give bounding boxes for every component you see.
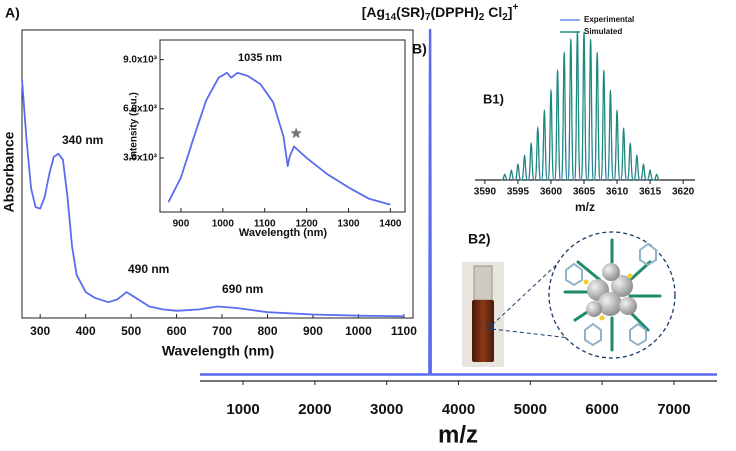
x-tick-label: 1200 bbox=[295, 219, 318, 230]
x-tick-label: 300 bbox=[30, 324, 50, 338]
legend-label: Simulated bbox=[584, 27, 622, 36]
isotope-peak bbox=[580, 31, 588, 181]
isotope-peak bbox=[527, 142, 535, 181]
isotope-peak bbox=[567, 38, 574, 181]
title-part: 14 bbox=[385, 12, 397, 23]
annotation: 490 nm bbox=[128, 262, 169, 276]
isotope-peak bbox=[521, 154, 528, 181]
star-marker bbox=[290, 127, 302, 139]
y-tick-label: 6.0x10³ bbox=[123, 103, 158, 114]
x-tick-label: 400 bbox=[76, 324, 96, 338]
x-tick-label: 3590 bbox=[474, 187, 497, 198]
x-tick-label: 3600 bbox=[540, 187, 563, 198]
isotope-peak bbox=[560, 51, 568, 181]
isotope-peak bbox=[600, 69, 608, 181]
x-tick-label: 800 bbox=[257, 324, 277, 338]
title-part: Cl bbox=[484, 4, 502, 20]
isotope-peak bbox=[587, 38, 594, 181]
plot-frame bbox=[159, 39, 406, 213]
isotope-peak bbox=[514, 163, 522, 181]
annotation: 690 nm bbox=[222, 282, 263, 296]
x-tick-label: 4000 bbox=[442, 401, 475, 418]
x-tick-label: 3620 bbox=[672, 187, 695, 198]
panel-label: B1) bbox=[483, 91, 504, 106]
x-tick-label: 1000 bbox=[345, 324, 372, 338]
isotope-peak bbox=[594, 51, 601, 181]
x-tick-label: 900 bbox=[303, 324, 323, 338]
isotope-peak bbox=[508, 169, 515, 181]
plot-frame bbox=[21, 29, 414, 319]
isotope-peak bbox=[627, 142, 634, 181]
x-tick-label: 1300 bbox=[337, 219, 360, 230]
x-tick-label: 3615 bbox=[639, 187, 662, 198]
isotope-peak bbox=[607, 89, 614, 181]
x-axis-label: m/z bbox=[575, 200, 595, 214]
title-part: 7 bbox=[425, 12, 431, 23]
isotope-peak bbox=[640, 163, 647, 181]
panel-label: A) bbox=[5, 5, 20, 21]
x-tick-label: 1400 bbox=[379, 219, 402, 230]
isotope-peak bbox=[620, 127, 627, 181]
title-part: (SR) bbox=[396, 4, 425, 20]
cluster-structure bbox=[548, 231, 676, 359]
x-axis-label: Wavelength (nm) bbox=[162, 343, 274, 359]
y-tick-label: 3.0x10³ bbox=[123, 153, 158, 164]
vial-photo bbox=[462, 251, 571, 367]
isotope-peak bbox=[613, 109, 621, 181]
annotation: 340 nm bbox=[62, 133, 103, 147]
y-axis-label: Absorbance bbox=[1, 131, 17, 212]
data-line bbox=[167, 71, 391, 206]
x-tick-label: 600 bbox=[167, 324, 187, 338]
legend-label: Experimental bbox=[584, 15, 634, 24]
isotope-peak bbox=[646, 169, 654, 181]
x-tick-label: 700 bbox=[212, 324, 232, 338]
isotope-peak bbox=[633, 154, 641, 181]
x-tick-label: 1000 bbox=[226, 401, 259, 418]
y-axis-label: Intensity (a.u.) bbox=[129, 92, 140, 160]
data-line bbox=[21, 78, 404, 318]
panel-label: B2) bbox=[468, 231, 491, 247]
x-tick-label: 500 bbox=[121, 324, 141, 338]
annotation: 1035 nm bbox=[238, 52, 282, 64]
title-part: 2 bbox=[479, 12, 485, 23]
isotope-peak bbox=[501, 173, 508, 181]
isotope-peak bbox=[574, 31, 581, 181]
title-part: 2 bbox=[502, 12, 508, 23]
x-axis-label: Wavelength (nm) bbox=[239, 227, 328, 239]
x-tick-label: 3000 bbox=[370, 401, 403, 418]
isotope-peak bbox=[547, 89, 555, 181]
x-tick-label: 1100 bbox=[391, 324, 417, 338]
chart-title: [Ag14(SR)7(DPPH)2 Cl2]+ bbox=[362, 2, 519, 23]
x-tick-label: 6000 bbox=[585, 401, 618, 418]
title-part: ] bbox=[508, 4, 513, 20]
x-tick-label: 7000 bbox=[657, 401, 690, 418]
x-tick-label: 1100 bbox=[254, 219, 276, 230]
title-part: + bbox=[512, 2, 518, 13]
data-line bbox=[200, 28, 717, 376]
isotope-peak bbox=[534, 127, 541, 181]
panel-label: B) bbox=[412, 41, 427, 57]
x-tick-label: 3610 bbox=[606, 187, 629, 198]
isotope-peak bbox=[653, 173, 660, 181]
x-tick-label: 2000 bbox=[298, 401, 331, 418]
isotope-peak bbox=[541, 109, 548, 181]
x-tick-label: 900 bbox=[173, 219, 190, 230]
x-tick-label: 5000 bbox=[514, 401, 547, 418]
y-tick-label: 9.0x10³ bbox=[123, 54, 158, 65]
x-axis-label: m/z bbox=[438, 421, 478, 448]
x-tick-label: 3605 bbox=[573, 187, 596, 198]
isotope-peak bbox=[554, 69, 561, 181]
title-part: (DPPH) bbox=[431, 4, 479, 20]
x-tick-label: 3595 bbox=[507, 187, 530, 198]
title-part: [Ag bbox=[362, 4, 385, 20]
x-tick-label: 1000 bbox=[212, 219, 235, 230]
